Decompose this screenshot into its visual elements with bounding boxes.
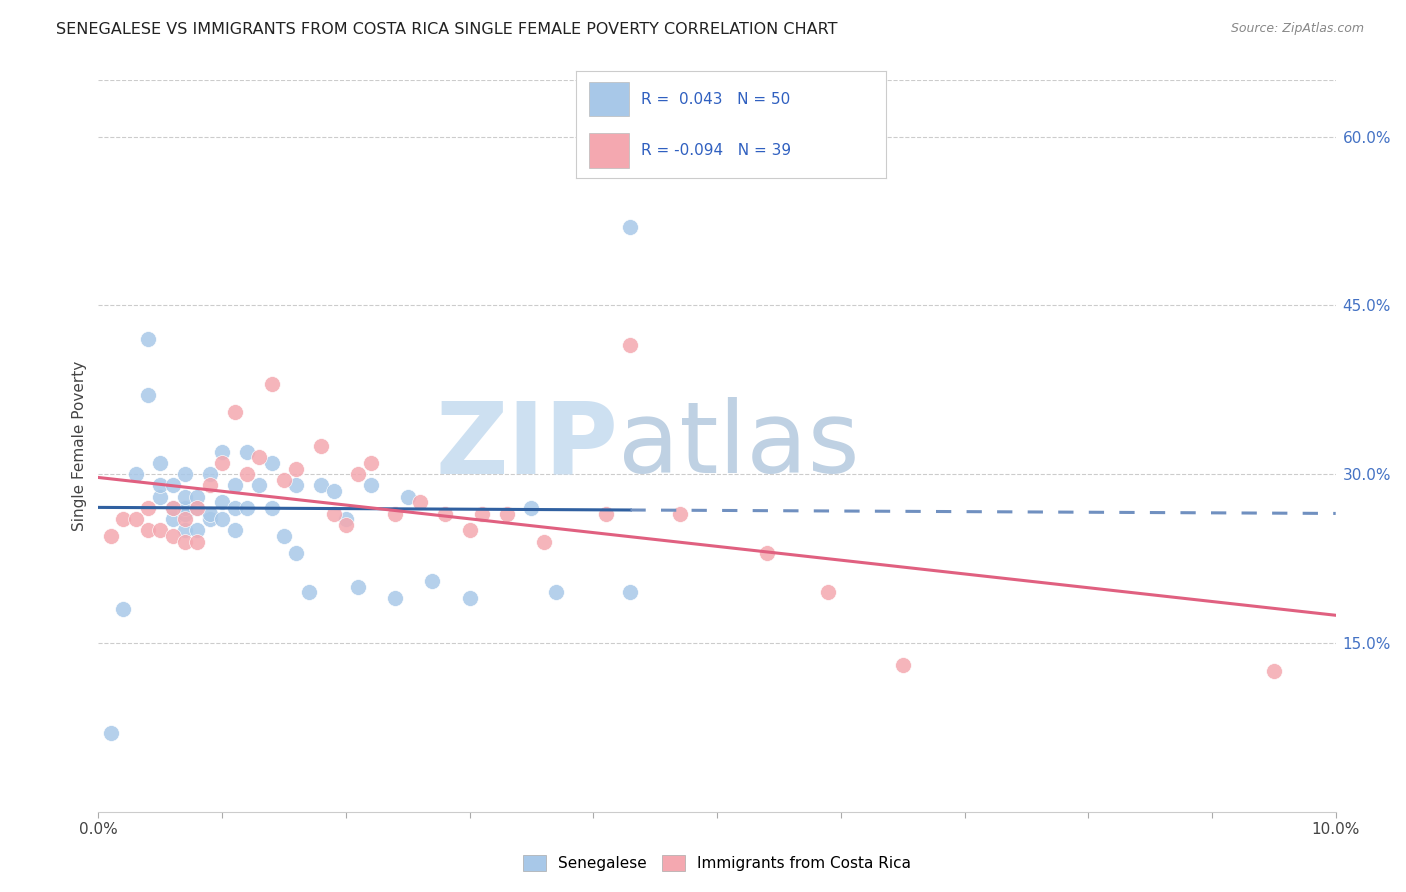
Point [533, 534, 555, 549]
Point [211, 512, 233, 526]
Point [162, 500, 184, 515]
Point [186, 524, 208, 538]
Point [174, 524, 197, 538]
Point [174, 500, 197, 515]
Point [162, 529, 184, 543]
Point [149, 456, 172, 470]
Point [409, 495, 432, 509]
Point [124, 467, 146, 482]
Point [273, 529, 295, 543]
Point [149, 524, 172, 538]
Point [186, 500, 208, 515]
Point [669, 507, 692, 521]
Point [224, 500, 246, 515]
Point [384, 591, 406, 605]
Point [100, 726, 122, 740]
Point [384, 507, 406, 521]
Point [162, 478, 184, 492]
Point [285, 478, 308, 492]
Point [471, 507, 494, 521]
Point [595, 507, 617, 521]
Point [360, 456, 382, 470]
Point [433, 507, 456, 521]
Point [1263, 664, 1285, 678]
Point [174, 507, 197, 521]
Point [136, 524, 159, 538]
Point [211, 444, 233, 458]
Point [546, 585, 568, 599]
Point [335, 512, 357, 526]
Point [149, 478, 172, 492]
Text: R =  0.043   N = 50: R = 0.043 N = 50 [641, 92, 790, 107]
Point [198, 478, 221, 492]
Point [285, 546, 308, 560]
Point [186, 534, 208, 549]
Point [817, 585, 839, 599]
Point [112, 602, 135, 616]
Point [347, 580, 370, 594]
Point [495, 507, 517, 521]
Point [100, 529, 122, 543]
Point [260, 456, 283, 470]
Legend: Senegalese, Immigrants from Costa Rica: Senegalese, Immigrants from Costa Rica [517, 849, 917, 877]
Point [396, 490, 419, 504]
Point [619, 585, 641, 599]
Point [174, 467, 197, 482]
Point [458, 591, 481, 605]
Point [224, 524, 246, 538]
Point [755, 546, 778, 560]
Point [619, 219, 641, 234]
Bar [589, 134, 628, 168]
Point [224, 405, 246, 419]
Point [247, 450, 270, 465]
Point [285, 461, 308, 475]
Point [174, 534, 197, 549]
Point [347, 467, 370, 482]
Point [520, 500, 543, 515]
Point [136, 500, 159, 515]
Point [224, 478, 246, 492]
Point [186, 490, 208, 504]
Point [260, 500, 283, 515]
Point [619, 337, 641, 351]
Point [136, 388, 159, 402]
Point [198, 467, 221, 482]
Point [298, 585, 321, 599]
Point [198, 512, 221, 526]
Point [236, 444, 259, 458]
Point [309, 439, 332, 453]
Point [124, 512, 146, 526]
Point [891, 658, 914, 673]
Point [273, 473, 295, 487]
Point [236, 500, 259, 515]
Text: R = -0.094   N = 39: R = -0.094 N = 39 [641, 143, 792, 158]
Point [174, 490, 197, 504]
Point [309, 478, 332, 492]
Point [247, 478, 270, 492]
Point [186, 500, 208, 515]
Point [236, 467, 259, 482]
Point [112, 512, 135, 526]
Point [149, 490, 172, 504]
Text: Source: ZipAtlas.com: Source: ZipAtlas.com [1230, 22, 1364, 36]
Text: ZIP: ZIP [436, 398, 619, 494]
Point [162, 512, 184, 526]
Point [335, 517, 357, 532]
Point [322, 507, 344, 521]
Point [136, 332, 159, 346]
Point [458, 524, 481, 538]
Point [322, 483, 344, 498]
Point [198, 507, 221, 521]
Text: atlas: atlas [619, 398, 859, 494]
Point [162, 500, 184, 515]
Point [360, 478, 382, 492]
Y-axis label: Single Female Poverty: Single Female Poverty [72, 361, 87, 531]
Bar [589, 82, 628, 116]
Text: SENEGALESE VS IMMIGRANTS FROM COSTA RICA SINGLE FEMALE POVERTY CORRELATION CHART: SENEGALESE VS IMMIGRANTS FROM COSTA RICA… [56, 22, 838, 37]
Point [260, 377, 283, 392]
Point [422, 574, 444, 588]
Point [211, 495, 233, 509]
Point [211, 456, 233, 470]
Point [174, 512, 197, 526]
